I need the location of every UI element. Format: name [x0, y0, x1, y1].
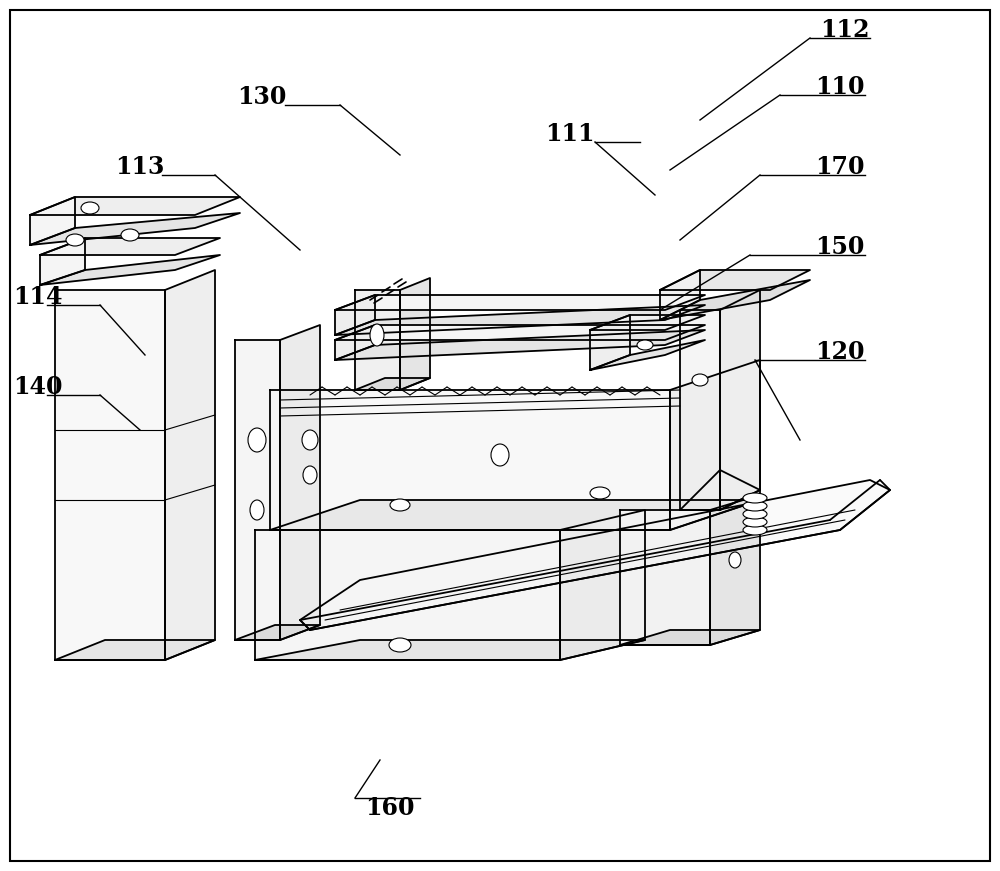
Polygon shape	[660, 270, 810, 290]
Ellipse shape	[250, 500, 264, 520]
Ellipse shape	[303, 466, 317, 484]
Polygon shape	[300, 480, 890, 630]
Ellipse shape	[637, 340, 653, 350]
Text: 113: 113	[115, 155, 165, 179]
Polygon shape	[710, 495, 760, 645]
Text: 130: 130	[237, 85, 287, 109]
Polygon shape	[620, 510, 710, 645]
Polygon shape	[40, 238, 220, 255]
Polygon shape	[355, 378, 430, 390]
Polygon shape	[270, 390, 670, 530]
Polygon shape	[590, 315, 705, 330]
Text: 140: 140	[13, 375, 63, 399]
Ellipse shape	[390, 499, 410, 511]
Text: 160: 160	[365, 796, 415, 820]
Text: 111: 111	[545, 122, 595, 146]
Text: 114: 114	[13, 285, 63, 309]
Ellipse shape	[743, 525, 767, 535]
Polygon shape	[335, 330, 705, 360]
Ellipse shape	[121, 229, 139, 241]
Ellipse shape	[491, 444, 509, 466]
Polygon shape	[335, 325, 375, 360]
Polygon shape	[270, 500, 760, 530]
Text: 120: 120	[815, 340, 865, 364]
Polygon shape	[560, 510, 645, 660]
Ellipse shape	[389, 638, 411, 652]
Polygon shape	[40, 255, 220, 285]
Polygon shape	[40, 238, 85, 285]
Ellipse shape	[302, 430, 318, 450]
Ellipse shape	[370, 324, 384, 346]
Polygon shape	[590, 340, 705, 370]
Ellipse shape	[743, 493, 767, 503]
Polygon shape	[30, 213, 240, 245]
Ellipse shape	[81, 202, 99, 214]
Polygon shape	[55, 290, 165, 660]
Ellipse shape	[692, 374, 708, 386]
Text: 112: 112	[820, 18, 870, 42]
Text: 110: 110	[815, 75, 865, 99]
Polygon shape	[590, 315, 630, 370]
Polygon shape	[255, 530, 560, 660]
Ellipse shape	[743, 501, 767, 511]
Text: 150: 150	[815, 235, 865, 259]
Polygon shape	[355, 290, 400, 390]
Polygon shape	[620, 630, 760, 645]
Polygon shape	[280, 325, 320, 640]
Ellipse shape	[743, 509, 767, 519]
Polygon shape	[255, 640, 645, 660]
Polygon shape	[165, 270, 215, 660]
Polygon shape	[335, 295, 705, 310]
Polygon shape	[660, 280, 810, 320]
Text: 170: 170	[815, 155, 865, 179]
Polygon shape	[55, 640, 215, 660]
Polygon shape	[335, 305, 705, 335]
Ellipse shape	[248, 428, 266, 452]
Polygon shape	[235, 625, 320, 640]
Ellipse shape	[729, 552, 741, 568]
Polygon shape	[30, 197, 75, 245]
Polygon shape	[335, 295, 375, 335]
Ellipse shape	[590, 487, 610, 499]
Ellipse shape	[66, 234, 84, 246]
Polygon shape	[660, 270, 700, 320]
Polygon shape	[30, 197, 240, 215]
Polygon shape	[680, 470, 760, 510]
Polygon shape	[680, 310, 720, 510]
Ellipse shape	[743, 517, 767, 527]
Polygon shape	[720, 290, 760, 510]
Polygon shape	[335, 325, 705, 340]
Polygon shape	[670, 360, 760, 530]
Polygon shape	[235, 340, 280, 640]
Polygon shape	[400, 278, 430, 390]
